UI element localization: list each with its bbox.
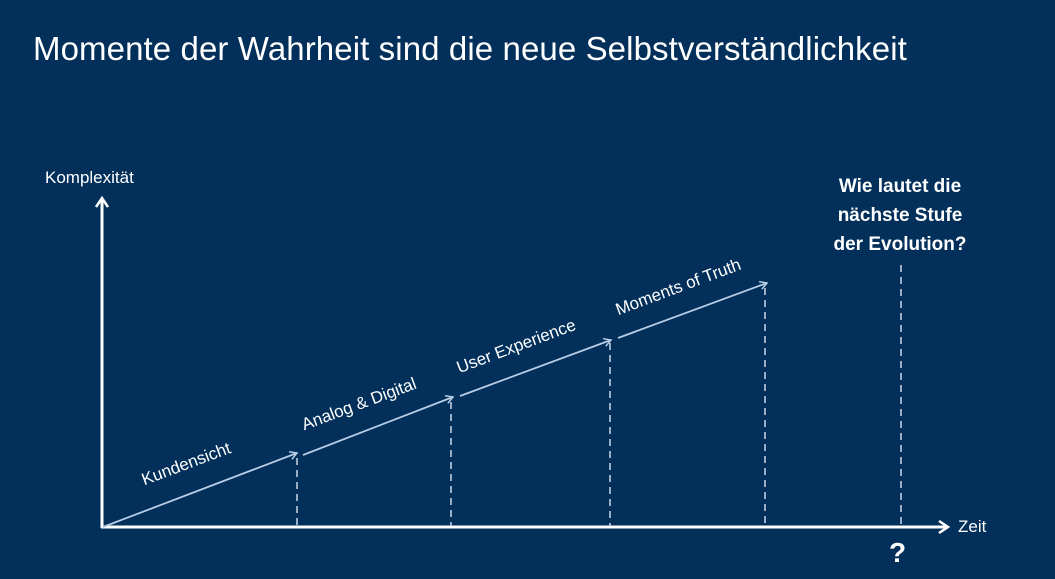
question-line: Wie lautet die	[838, 176, 962, 197]
question-line: der Evolution?	[833, 234, 967, 255]
slide-title: Momente der Wahrheit sind die neue Selbs…	[33, 30, 907, 67]
question-line: nächste Stufe	[837, 205, 963, 226]
stage-arrow	[459, 337, 613, 397]
y-axis-label: Komplexität	[45, 168, 134, 187]
x-axis-label: Zeit	[958, 517, 987, 536]
stage-arrow	[302, 395, 455, 456]
next-stage-question: Wie lautet die nächste Stufe der Evoluti…	[800, 172, 1000, 259]
stage-arrow	[102, 451, 299, 528]
question-mark: ?	[889, 537, 907, 568]
stage-arrow	[617, 280, 769, 339]
